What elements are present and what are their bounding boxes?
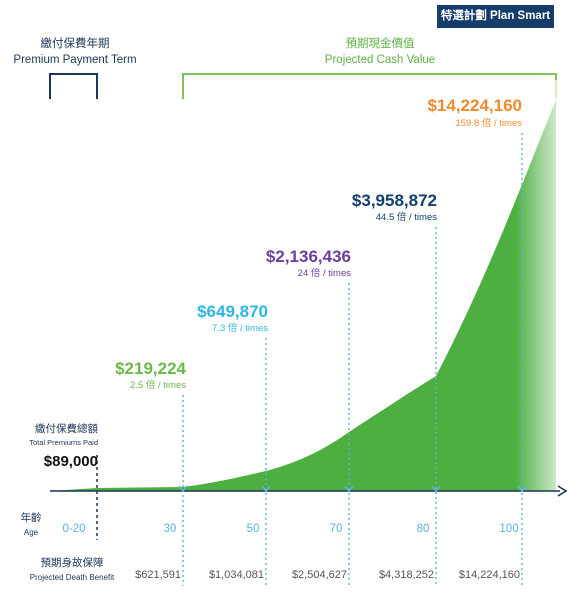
cash-value-label: $2,136,436 bbox=[266, 247, 351, 266]
total-premiums-value: $89,000 bbox=[44, 453, 98, 470]
age-axis-arrow bbox=[557, 485, 568, 497]
total-premiums-zh: 繳付保費總額 bbox=[35, 422, 98, 435]
cash-value-area bbox=[50, 100, 556, 491]
death-benefit-label: $1,034,081 bbox=[209, 569, 264, 581]
marker-arrow bbox=[178, 485, 188, 493]
marker-arrow bbox=[261, 485, 271, 493]
age-tick-label: 80 bbox=[417, 523, 430, 535]
marker-arrow bbox=[431, 485, 441, 493]
cash-value-label: $3,958,872 bbox=[352, 191, 437, 210]
cash-value-en: Projected Cash Value bbox=[324, 54, 436, 66]
multiple-label: 44.5 倍 / times bbox=[376, 211, 437, 223]
death-benefit-label: $4,318,252 bbox=[379, 569, 434, 581]
multiple-label: 24 倍 / times bbox=[298, 267, 352, 279]
death-benefit-label: $14,224,160 bbox=[459, 569, 520, 581]
death-row-zh: 預期身故保障 bbox=[41, 556, 104, 569]
age-row-zh: 年齡 bbox=[21, 511, 42, 524]
age-tick-label: 50 bbox=[247, 523, 260, 535]
cash-value-zh: 預期現金價值 bbox=[345, 38, 415, 50]
premium-term-caption: 繳付保費年期 Premium Payment Term bbox=[0, 37, 150, 68]
area-fade bbox=[515, 80, 572, 495]
premium-term-en: Premium Payment Term bbox=[13, 54, 137, 66]
plan-badge: 特選計劃 Plan Smart bbox=[437, 5, 554, 28]
death-row-en: Projected Death Benefit bbox=[30, 573, 115, 582]
age-tick-label: 70 bbox=[330, 523, 343, 535]
death-benefit-label: $621,591 bbox=[135, 569, 181, 581]
marker-arrow bbox=[344, 485, 354, 493]
death-benefit-label: $2,504,627 bbox=[292, 569, 347, 581]
multiple-label: 159.8 倍 / times bbox=[455, 117, 522, 129]
total-premiums-en: Total Premiums Paid bbox=[29, 438, 98, 447]
age-row-en: Age bbox=[24, 528, 39, 537]
premium-term-bracket bbox=[49, 73, 98, 99]
multiple-label: 7.3 倍 / times bbox=[212, 322, 268, 334]
cash-value-label: $219,224 bbox=[115, 359, 186, 378]
cash-value-caption: 預期現金價值 Projected Cash Value bbox=[290, 37, 470, 68]
age-tick-0-20: 0-20 bbox=[62, 523, 85, 535]
multiple-label: 2.5 倍 / times bbox=[130, 379, 186, 391]
age-tick-label: 30 bbox=[164, 523, 177, 535]
cash-value-label: $14,224,160 bbox=[427, 96, 522, 115]
age-tick-label: 100 bbox=[499, 523, 518, 535]
marker-arrow bbox=[517, 485, 527, 493]
premium-term-zh: 繳付保費年期 bbox=[40, 38, 110, 50]
cash-value-label: $649,870 bbox=[197, 302, 268, 321]
